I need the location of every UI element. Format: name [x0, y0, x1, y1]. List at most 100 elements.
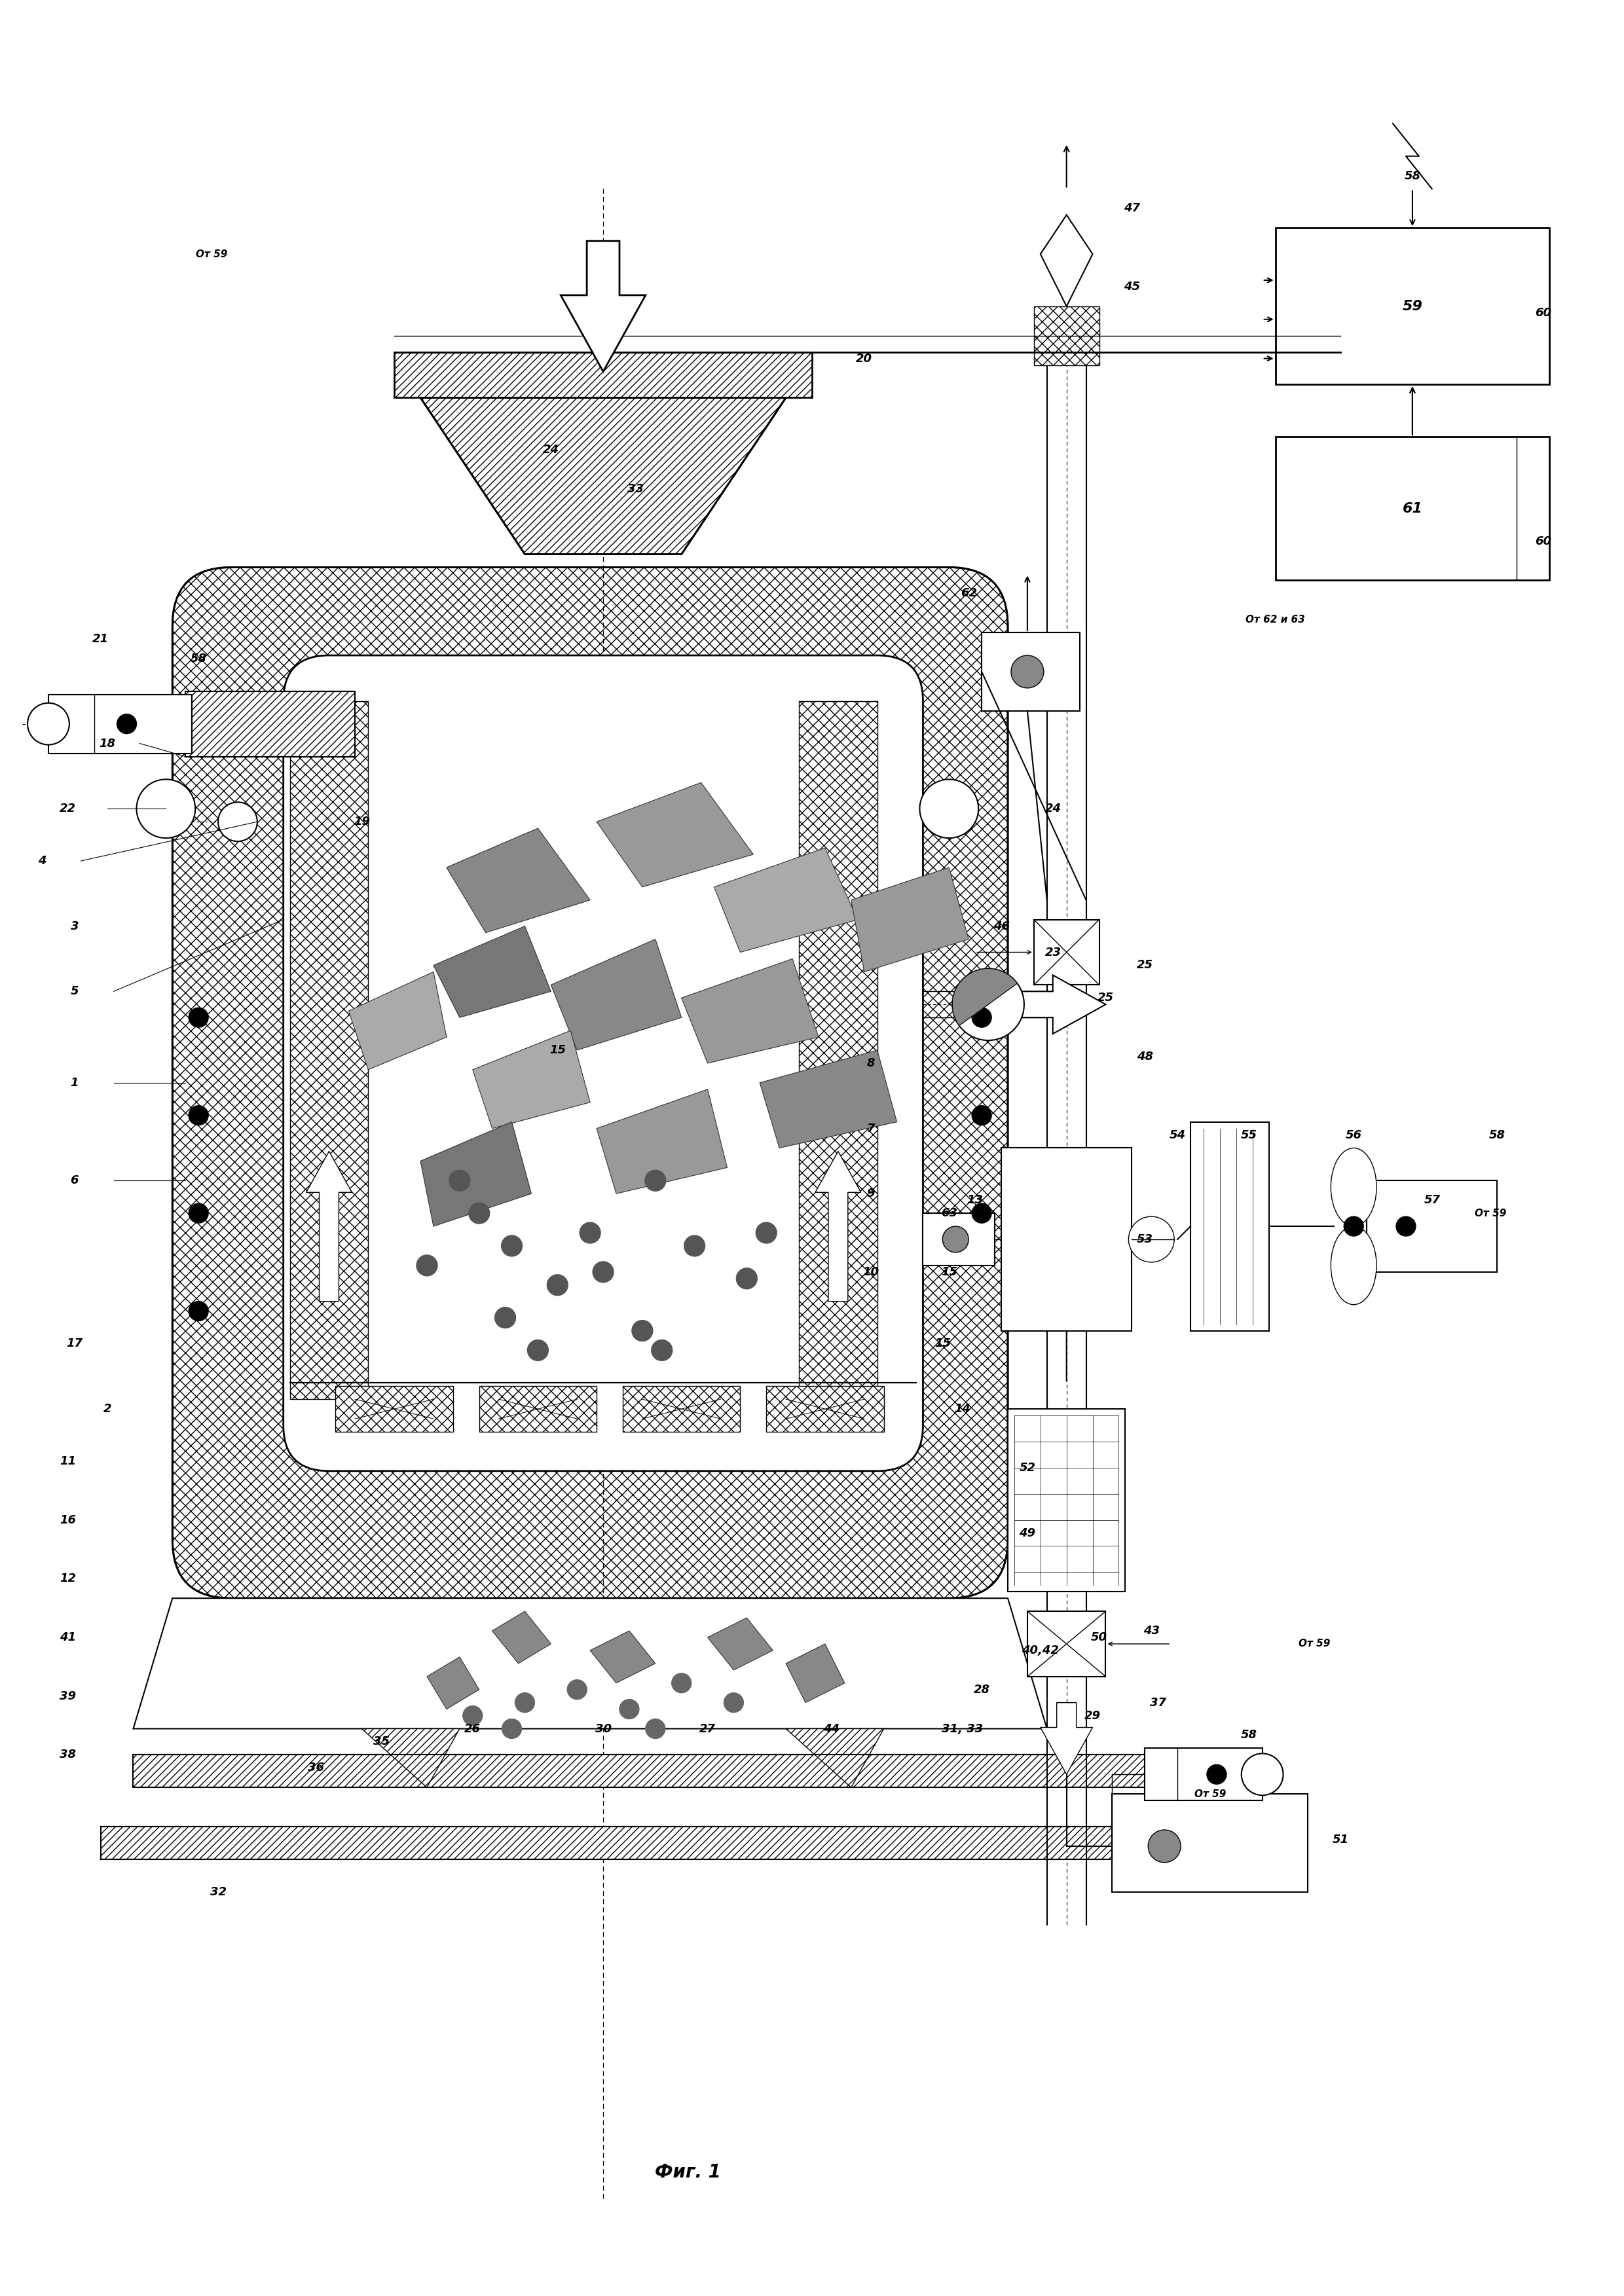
Polygon shape — [851, 868, 968, 971]
Ellipse shape — [1330, 1148, 1377, 1226]
Circle shape — [632, 1320, 653, 1341]
Text: От 59: От 59 — [197, 250, 227, 259]
Circle shape — [1397, 1217, 1416, 1235]
Text: 43: 43 — [1143, 1626, 1160, 1637]
Circle shape — [971, 1107, 992, 1125]
Circle shape — [218, 801, 257, 840]
Text: 32: 32 — [209, 1885, 226, 1899]
Bar — [336, 1387, 453, 1433]
Text: 60: 60 — [1535, 535, 1551, 546]
Text: 50: 50 — [1091, 1632, 1108, 1644]
Polygon shape — [596, 783, 754, 886]
Text: 19: 19 — [354, 815, 370, 827]
Circle shape — [755, 1221, 776, 1242]
Circle shape — [1012, 654, 1044, 689]
Bar — [1275, 436, 1549, 581]
Text: От 59: От 59 — [1194, 1789, 1226, 1798]
Text: 49: 49 — [1020, 1527, 1036, 1538]
Text: 60: 60 — [1535, 308, 1551, 319]
Circle shape — [619, 1699, 640, 1720]
Circle shape — [117, 714, 136, 735]
Circle shape — [28, 703, 70, 744]
Polygon shape — [715, 847, 857, 953]
Text: 48: 48 — [1137, 1052, 1153, 1063]
Circle shape — [645, 1171, 666, 1192]
Bar — [291, 700, 369, 1398]
Text: 41: 41 — [60, 1632, 76, 1644]
Circle shape — [1345, 1217, 1364, 1235]
Text: 54: 54 — [1169, 1130, 1186, 1141]
Polygon shape — [786, 1644, 844, 1704]
Text: 58: 58 — [1241, 1729, 1257, 1740]
FancyBboxPatch shape — [283, 654, 922, 1472]
Bar — [1034, 921, 1099, 985]
Ellipse shape — [1330, 1226, 1377, 1304]
Polygon shape — [133, 1598, 1047, 1729]
Circle shape — [672, 1674, 692, 1692]
Polygon shape — [590, 1630, 656, 1683]
Bar — [767, 1387, 883, 1433]
Text: 3: 3 — [70, 921, 78, 932]
Text: 39: 39 — [60, 1690, 76, 1701]
Text: 40,42: 40,42 — [1021, 1644, 1059, 1655]
Text: 29: 29 — [1085, 1711, 1101, 1722]
Polygon shape — [682, 960, 818, 1063]
Bar — [133, 1754, 1164, 1789]
Text: 31, 33: 31, 33 — [942, 1722, 983, 1733]
Polygon shape — [362, 1729, 460, 1789]
Polygon shape — [307, 1150, 352, 1302]
Polygon shape — [421, 1123, 531, 1226]
Text: 52: 52 — [1020, 1463, 1036, 1474]
Polygon shape — [786, 1729, 883, 1789]
Circle shape — [1148, 1830, 1181, 1862]
Bar — [922, 1212, 996, 1265]
Circle shape — [971, 1203, 992, 1224]
Text: 22: 22 — [60, 804, 76, 815]
Text: 15: 15 — [934, 1339, 950, 1350]
Polygon shape — [760, 1049, 896, 1148]
Text: 58: 58 — [1405, 170, 1421, 181]
Circle shape — [188, 1203, 208, 1224]
Text: 12: 12 — [60, 1573, 76, 1584]
Text: 25: 25 — [1098, 992, 1114, 1003]
Text: 23: 23 — [1046, 946, 1062, 957]
Text: 18: 18 — [99, 737, 115, 748]
Circle shape — [567, 1681, 586, 1699]
Polygon shape — [596, 1088, 728, 1194]
Circle shape — [188, 1008, 208, 1026]
Text: 11: 11 — [60, 1456, 76, 1467]
Text: От 59: От 59 — [1475, 1208, 1507, 1219]
Polygon shape — [447, 829, 590, 932]
Bar — [1112, 1793, 1307, 1892]
Text: 56: 56 — [1346, 1130, 1363, 1141]
Bar — [1145, 1747, 1262, 1800]
Text: 5: 5 — [70, 985, 78, 996]
Polygon shape — [1041, 216, 1093, 305]
Circle shape — [952, 969, 1025, 1040]
Text: 51: 51 — [1332, 1835, 1350, 1846]
Circle shape — [495, 1306, 516, 1327]
Polygon shape — [434, 925, 551, 1017]
Text: 46: 46 — [994, 921, 1010, 932]
Text: 4: 4 — [37, 854, 45, 868]
Text: 24: 24 — [1046, 804, 1062, 815]
Polygon shape — [427, 1658, 479, 1708]
Circle shape — [515, 1692, 534, 1713]
Text: 13: 13 — [966, 1194, 984, 1205]
Polygon shape — [1041, 1704, 1093, 1775]
Text: 44: 44 — [823, 1722, 840, 1733]
Polygon shape — [551, 939, 682, 1049]
Text: 25: 25 — [1137, 960, 1153, 971]
Circle shape — [1241, 1754, 1283, 1795]
Text: 2: 2 — [102, 1403, 110, 1414]
Text: От 59: От 59 — [1299, 1639, 1330, 1649]
Text: 47: 47 — [1124, 202, 1140, 214]
Text: 58: 58 — [1489, 1130, 1505, 1141]
Text: 24: 24 — [542, 443, 559, 455]
Circle shape — [528, 1341, 549, 1362]
Bar — [49, 693, 192, 753]
Text: 53: 53 — [1137, 1233, 1153, 1244]
Text: 15: 15 — [940, 1265, 957, 1279]
Bar — [101, 1828, 1197, 1860]
Circle shape — [971, 1008, 992, 1026]
